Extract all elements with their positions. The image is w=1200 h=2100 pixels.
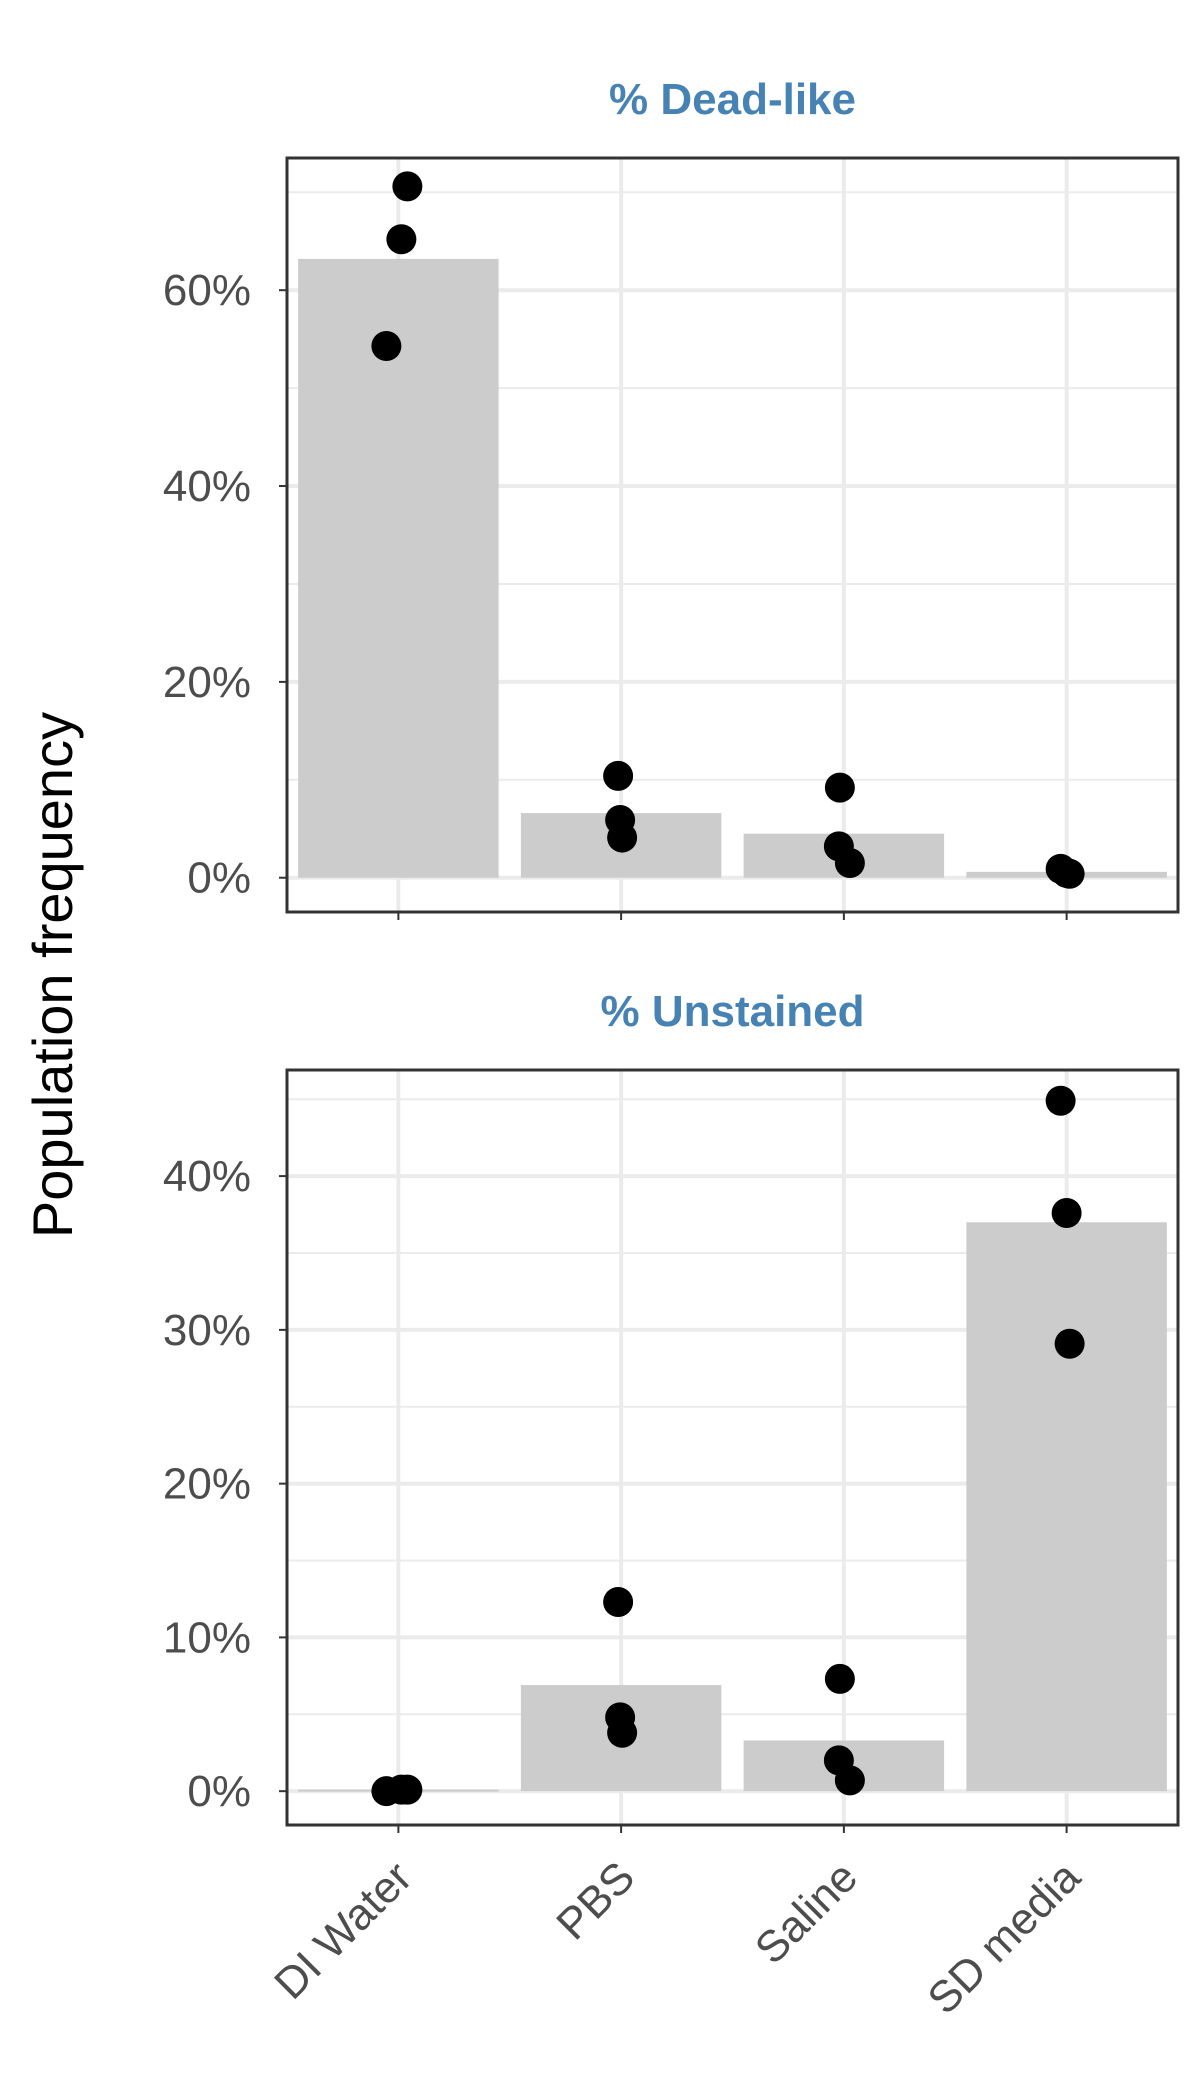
facet-title: % Unstained [600,987,864,1036]
data-point [603,1587,634,1618]
y-tick-label: 30% [163,1306,251,1355]
bar-di-water [298,258,499,878]
data-point [834,1765,865,1796]
data-point [1054,858,1085,889]
data-point [1045,1085,1076,1116]
y-tick-label: 0% [187,854,251,903]
y-tick-label: 40% [163,1152,251,1201]
data-point [824,772,855,803]
data-point [1051,1198,1082,1229]
data-point [824,1663,855,1694]
y-tick-label: 0% [187,1767,251,1816]
y-tick-label: 20% [163,1460,251,1509]
x-tick-label: SD media [918,1852,1090,2024]
facet-title: % Dead-like [609,75,856,124]
data-point [607,822,638,853]
y-tick-label: 60% [163,266,251,315]
data-point [392,171,423,202]
data-point [386,224,417,255]
y-tick-label: 40% [163,462,251,511]
data-point [603,760,634,791]
x-tick-label: Saline [746,1852,867,1973]
data-point [371,331,402,362]
data-point [371,1776,402,1807]
bar-sd-media [966,1222,1167,1792]
y-tick-label: 20% [163,658,251,707]
data-point [834,848,865,879]
panel-2: 0% 10% 20% 30% 40% % Unstained [163,987,1180,1833]
panel-border [285,156,1180,914]
data-point [1054,1328,1085,1359]
y-axis-title: Population frequency [21,712,84,1238]
x-tick-label: PBS [547,1852,644,1949]
data-point [607,1717,638,1748]
y-tick-label: 10% [163,1613,251,1662]
x-tick-label: DI Water [265,1852,421,2008]
panel-border [285,1068,1180,1827]
panels-layer: 0% 20% 40% 60% % Dead-like 0% 10% 20% 30% 40% % Un… [163,75,1180,2024]
panel-1: 0% 20% 40% 60% % Dead-like [163,75,1180,920]
